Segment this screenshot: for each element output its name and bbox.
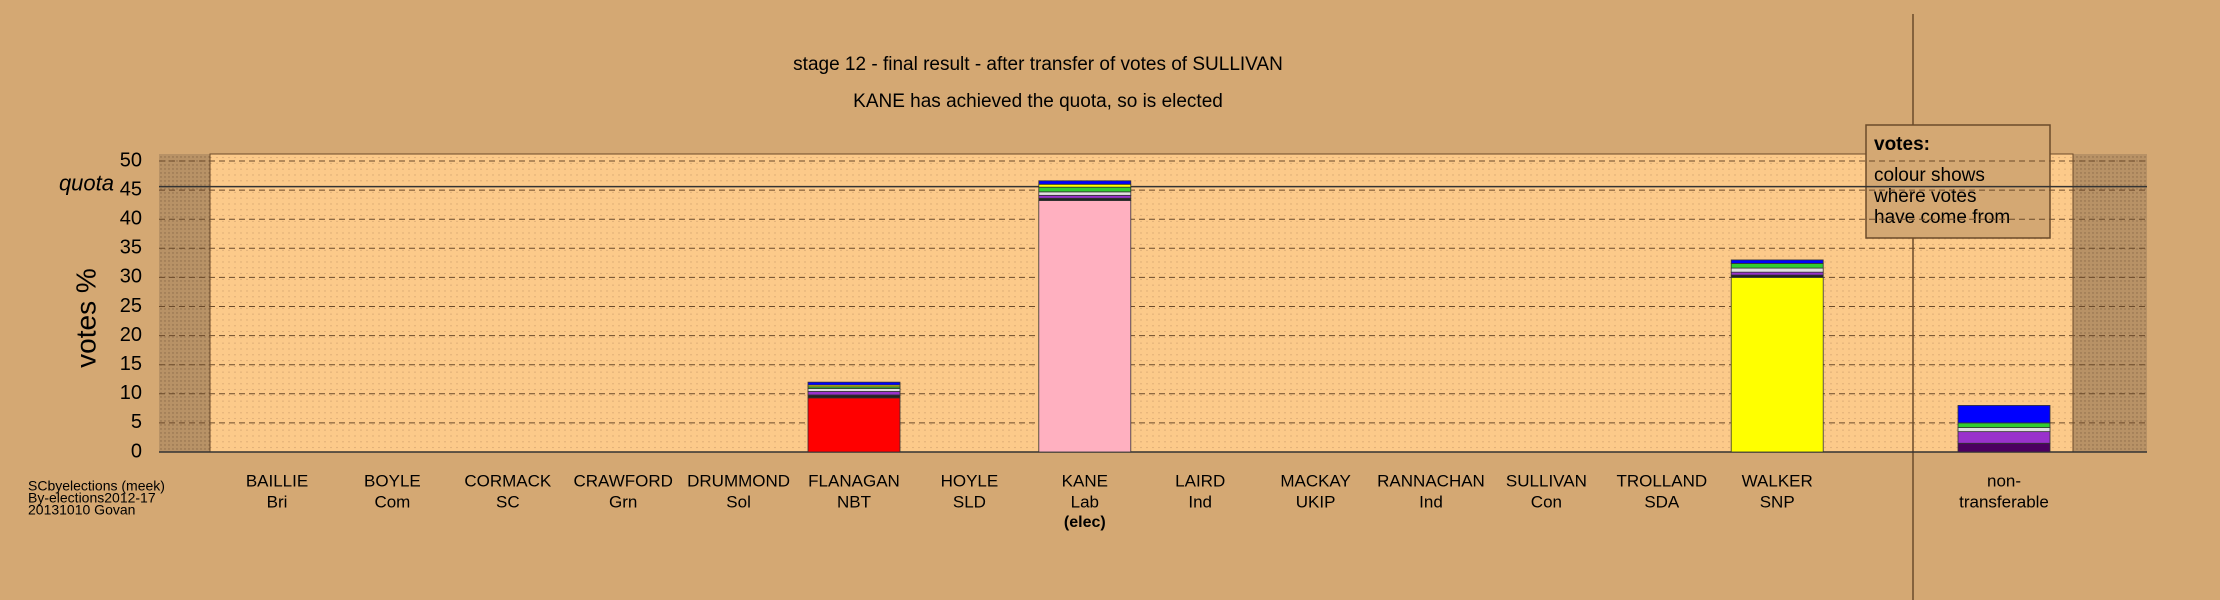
bar-segment (1957, 405, 2051, 424)
bar-segment (807, 394, 901, 399)
x-tick-sublabel: Com (374, 492, 410, 511)
x-tick-label: FLANAGAN (808, 471, 900, 490)
legend: votes: colour shows where votes have com… (1865, 124, 2051, 239)
x-tick-label: BAILLIE (246, 471, 308, 490)
bar-segment (1957, 422, 2051, 428)
outer-band (2073, 154, 2147, 452)
bar-segment (807, 397, 901, 453)
legend-text: where votes (1873, 186, 1976, 207)
bar-segment (1038, 194, 1132, 199)
bar-segment (1957, 427, 2051, 433)
x-tick-sublabel: SDA (1644, 492, 1680, 511)
x-tick-sublabel: transferable (1959, 492, 2049, 511)
x-tick-sublabel: Grn (609, 492, 637, 511)
y-tick-label: 35 (120, 237, 142, 259)
bar-segment (1730, 276, 1824, 453)
y-tick-label: 5 (131, 411, 142, 433)
legend-text: have come from (1874, 207, 2010, 228)
x-tick-label: DRUMMOND (687, 471, 790, 490)
x-tick-label: CRAWFORD (573, 471, 672, 490)
bar-segment (1038, 183, 1132, 188)
y-axis-label: votes % (70, 268, 101, 368)
legend-title: votes: (1874, 134, 1930, 155)
bar-segment (1730, 259, 1824, 264)
x-tick-sublabel: SNP (1760, 492, 1795, 511)
x-tick-sublabel: Lab (1071, 492, 1099, 511)
quota-label: quota (59, 170, 114, 195)
x-tick-sublabel: Ind (1188, 492, 1212, 511)
x-tick-label: LAIRD (1175, 471, 1225, 490)
y-tick-label: 30 (120, 266, 142, 288)
x-tick-label: KANE (1062, 471, 1108, 490)
y-tick-label: 25 (120, 295, 142, 317)
bar-segment (807, 388, 901, 392)
x-tick-label: SULLIVAN (1506, 471, 1587, 490)
bar-segment (1957, 442, 2051, 453)
y-tick-label: 45 (120, 178, 142, 200)
y-tick-label: 15 (120, 353, 142, 375)
y-tick-label: 20 (120, 324, 142, 346)
x-tick-sublabel: SC (496, 492, 520, 511)
footer-text: 20131010 Govan (28, 502, 135, 518)
x-tick-label: WALKER (1742, 471, 1813, 490)
x-tick-label: TROLLAND (1616, 471, 1707, 490)
y-tick-label: 50 (120, 149, 142, 171)
x-tick-label: CORMACK (464, 471, 552, 490)
x-tick-sublabel: Con (1531, 492, 1562, 511)
x-tick-sublabel: Sol (726, 492, 751, 511)
x-tick-label: non- (1987, 471, 2021, 490)
bar-segment (1730, 267, 1824, 273)
x-tick-sublabel: NBT (837, 492, 871, 511)
bar-segment (1730, 271, 1824, 276)
bar-segment (1730, 263, 1824, 269)
x-tick-sublabel: UKIP (1296, 492, 1336, 511)
x-tick-label: RANNACHAN (1377, 471, 1485, 490)
x-tick-label: BOYLE (364, 471, 421, 490)
chart-title: stage 12 - final result - after transfer… (793, 54, 1283, 75)
bar-segment (1038, 186, 1132, 193)
footer-text: SCbyelections (meek) (28, 478, 165, 494)
chart-subtitle: KANE has achieved the quota, so is elect… (853, 91, 1223, 112)
x-tick-note: (elec) (1064, 514, 1106, 531)
bar-segment (1038, 180, 1132, 185)
bar-segment (807, 381, 901, 386)
x-tick-sublabel: Ind (1419, 492, 1443, 511)
y-tick-label: 10 (120, 382, 142, 404)
outer-band (159, 154, 210, 452)
footer-text: By-elections2012-17 (28, 490, 156, 506)
x-tick-sublabel: Bri (267, 492, 288, 511)
bar-segment (1957, 431, 2051, 444)
legend-text: colour shows (1874, 165, 1985, 186)
x-tick-label: MACKAY (1280, 471, 1351, 490)
x-tick-label: HOYLE (941, 471, 999, 490)
x-tick-sublabel: SLD (953, 492, 986, 511)
bar-segment (1038, 200, 1132, 453)
bar-segment (807, 391, 901, 396)
y-tick-label: 0 (131, 440, 142, 462)
y-tick-label: 40 (120, 207, 142, 229)
bar-segment (1038, 191, 1132, 196)
